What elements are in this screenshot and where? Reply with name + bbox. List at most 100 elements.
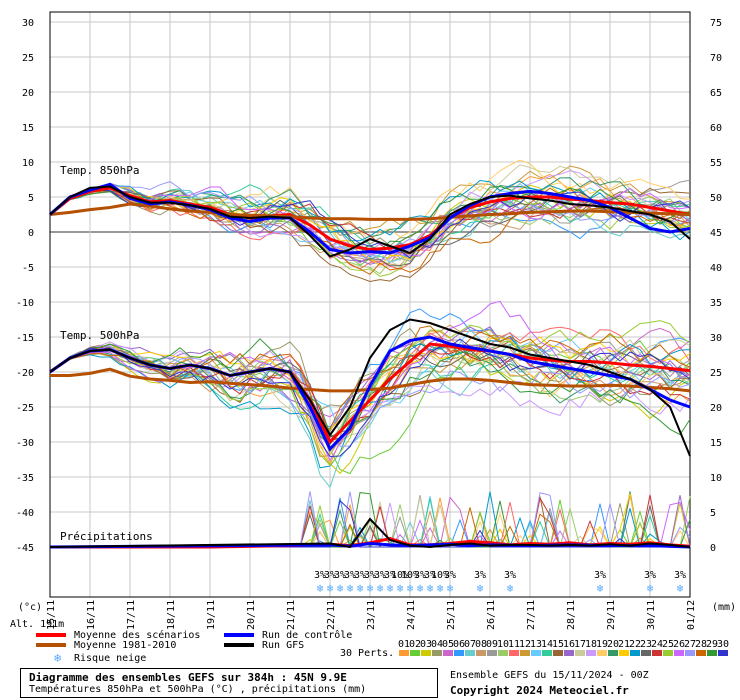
snow-risk-pct: 3% xyxy=(424,570,436,581)
y-tick-left: -35 xyxy=(16,473,34,484)
perturbation-label-16: 16 xyxy=(563,639,575,650)
member-t850-11 xyxy=(49,188,691,270)
x-date-label: 16/11 xyxy=(86,600,97,630)
perturbation-label-26: 26 xyxy=(673,639,685,650)
perturbation-swatch-09 xyxy=(487,650,497,656)
perturbation-label-14: 14 xyxy=(541,639,553,650)
snow-risk-pct: 3% xyxy=(364,570,376,581)
footer-box: Diagramme des ensembles GEFS sur 384h : … xyxy=(20,668,438,698)
member-t500-21 xyxy=(49,336,691,430)
snow-risk-pct: 3% xyxy=(354,570,366,581)
x-date-label: 18/11 xyxy=(166,600,177,630)
legend-control-label: Run de contrôle xyxy=(262,629,352,641)
y-tick-left: 5 xyxy=(28,193,34,204)
perturbation-swatch-07 xyxy=(465,650,475,656)
x-date-label: 17/11 xyxy=(126,600,137,630)
perturbation-swatch-26 xyxy=(674,650,684,656)
y-tick-right: 60 xyxy=(710,123,722,134)
y-tick-left: 0 xyxy=(28,228,34,239)
ensemble-members xyxy=(49,159,691,549)
series-climatology-t850 xyxy=(49,202,691,221)
perturbation-swatch-12 xyxy=(520,650,530,656)
y-tick-left: -15 xyxy=(16,333,34,344)
perturbation-swatch-23 xyxy=(641,650,651,656)
altitude-label: Alt. 191m xyxy=(10,619,64,630)
snow-risk-pct: 3% xyxy=(414,570,426,581)
perturbation-swatch-21 xyxy=(619,650,629,656)
perturbation-swatch-10 xyxy=(498,650,508,656)
perturbation-label-21: 21 xyxy=(618,639,630,650)
perturbation-swatch-19 xyxy=(597,650,607,656)
series-climatology-t500 xyxy=(50,367,691,393)
snowflake-icon: ❄ xyxy=(397,582,404,595)
perturbation-swatch-11 xyxy=(509,650,519,656)
panel-label-precip: Précipitations xyxy=(60,530,153,543)
x-date-label: 25/11 xyxy=(446,600,457,630)
snow-risk-pct: 10% xyxy=(391,570,409,581)
perturbation-swatch-14 xyxy=(542,650,552,656)
perturbation-label-06: 06 xyxy=(453,639,465,650)
y-tick-left: -10 xyxy=(16,298,34,309)
member-t500-6 xyxy=(49,308,691,428)
perturbation-swatch-15 xyxy=(553,650,563,656)
snow-risk-pct: 3% xyxy=(314,570,326,581)
footer-copyright: Copyright 2024 Meteociel.fr xyxy=(450,684,629,697)
panel-label-t850: Temp. 850hPa xyxy=(60,164,139,177)
snow-risk-pct: 3% xyxy=(674,570,686,581)
main-series xyxy=(49,182,691,549)
y-tick-left: 30 xyxy=(22,18,34,29)
y-tick-right: 10 xyxy=(710,473,722,484)
snowflake-icon: ❄ xyxy=(367,582,374,595)
snow-risk-pct: 3% xyxy=(504,570,516,581)
y-tick-right: 70 xyxy=(710,53,722,64)
x-date-label: 28/11 xyxy=(566,600,577,630)
y-tick-left: -25 xyxy=(16,403,34,414)
x-date-label: 27/11 xyxy=(526,600,537,630)
perturbation-label-25: 25 xyxy=(662,639,674,650)
perturbation-swatch-27 xyxy=(685,650,695,656)
member-t850-26 xyxy=(49,185,691,264)
perturbation-swatch-02 xyxy=(410,650,420,656)
legend-gfs-label: Run GFS xyxy=(262,640,304,651)
x-date-label: 26/11 xyxy=(486,600,497,630)
perturbation-label-13: 13 xyxy=(530,639,542,650)
footer-run: Ensemble GEFS du 15/11/2024 - 00Z xyxy=(450,670,649,681)
snow-risk-pct: 3% xyxy=(324,570,336,581)
x-date-label: 20/11 xyxy=(246,600,257,630)
y-tick-right: 65 xyxy=(710,88,722,99)
perturbation-label-30: 30 xyxy=(717,639,729,650)
perturbation-swatch-18 xyxy=(586,650,596,656)
perturbation-label-29: 29 xyxy=(706,639,718,650)
snowflake-icon: ❄ xyxy=(417,582,424,595)
member-t500-7 xyxy=(49,351,691,489)
member-t500-15 xyxy=(49,340,691,446)
footer-subtitle: Températures 850hPa et 500hPa (°C) , pré… xyxy=(29,684,367,695)
x-date-label: 19/11 xyxy=(206,600,217,630)
perturbation-swatch-25 xyxy=(663,650,673,656)
y-tick-left: -30 xyxy=(16,438,34,449)
perturbation-swatch-16 xyxy=(564,650,574,656)
x-date-label: 30/11 xyxy=(646,600,657,630)
perturbation-swatch-01 xyxy=(399,650,409,656)
perturbation-label-20: 20 xyxy=(607,639,619,650)
snow-risk-pct: 10% xyxy=(431,570,449,581)
member-t850-16 xyxy=(49,182,691,265)
perturbation-swatch-05 xyxy=(443,650,453,656)
y-tick-left: 20 xyxy=(22,88,34,99)
perturbation-label-08: 08 xyxy=(475,639,487,650)
snow-risk-pct: 3% xyxy=(334,570,346,581)
perturbation-swatch-20 xyxy=(608,650,618,656)
snowflake-icon: ❄ xyxy=(427,582,434,595)
snowflake-icon: ❄ xyxy=(317,582,324,595)
y-tick-right: 55 xyxy=(710,158,722,169)
x-date-label: 15/11 xyxy=(46,600,57,630)
snow-risk-pct: 3% xyxy=(594,570,606,581)
perturbation-label-04: 04 xyxy=(431,639,443,650)
y-tick-right: 20 xyxy=(710,403,722,414)
perturbation-swatch-06 xyxy=(454,650,464,656)
perturbation-label-27: 27 xyxy=(684,639,696,650)
perturbation-swatch-03 xyxy=(421,650,431,656)
snowflake-icon: ❄ xyxy=(437,582,444,595)
